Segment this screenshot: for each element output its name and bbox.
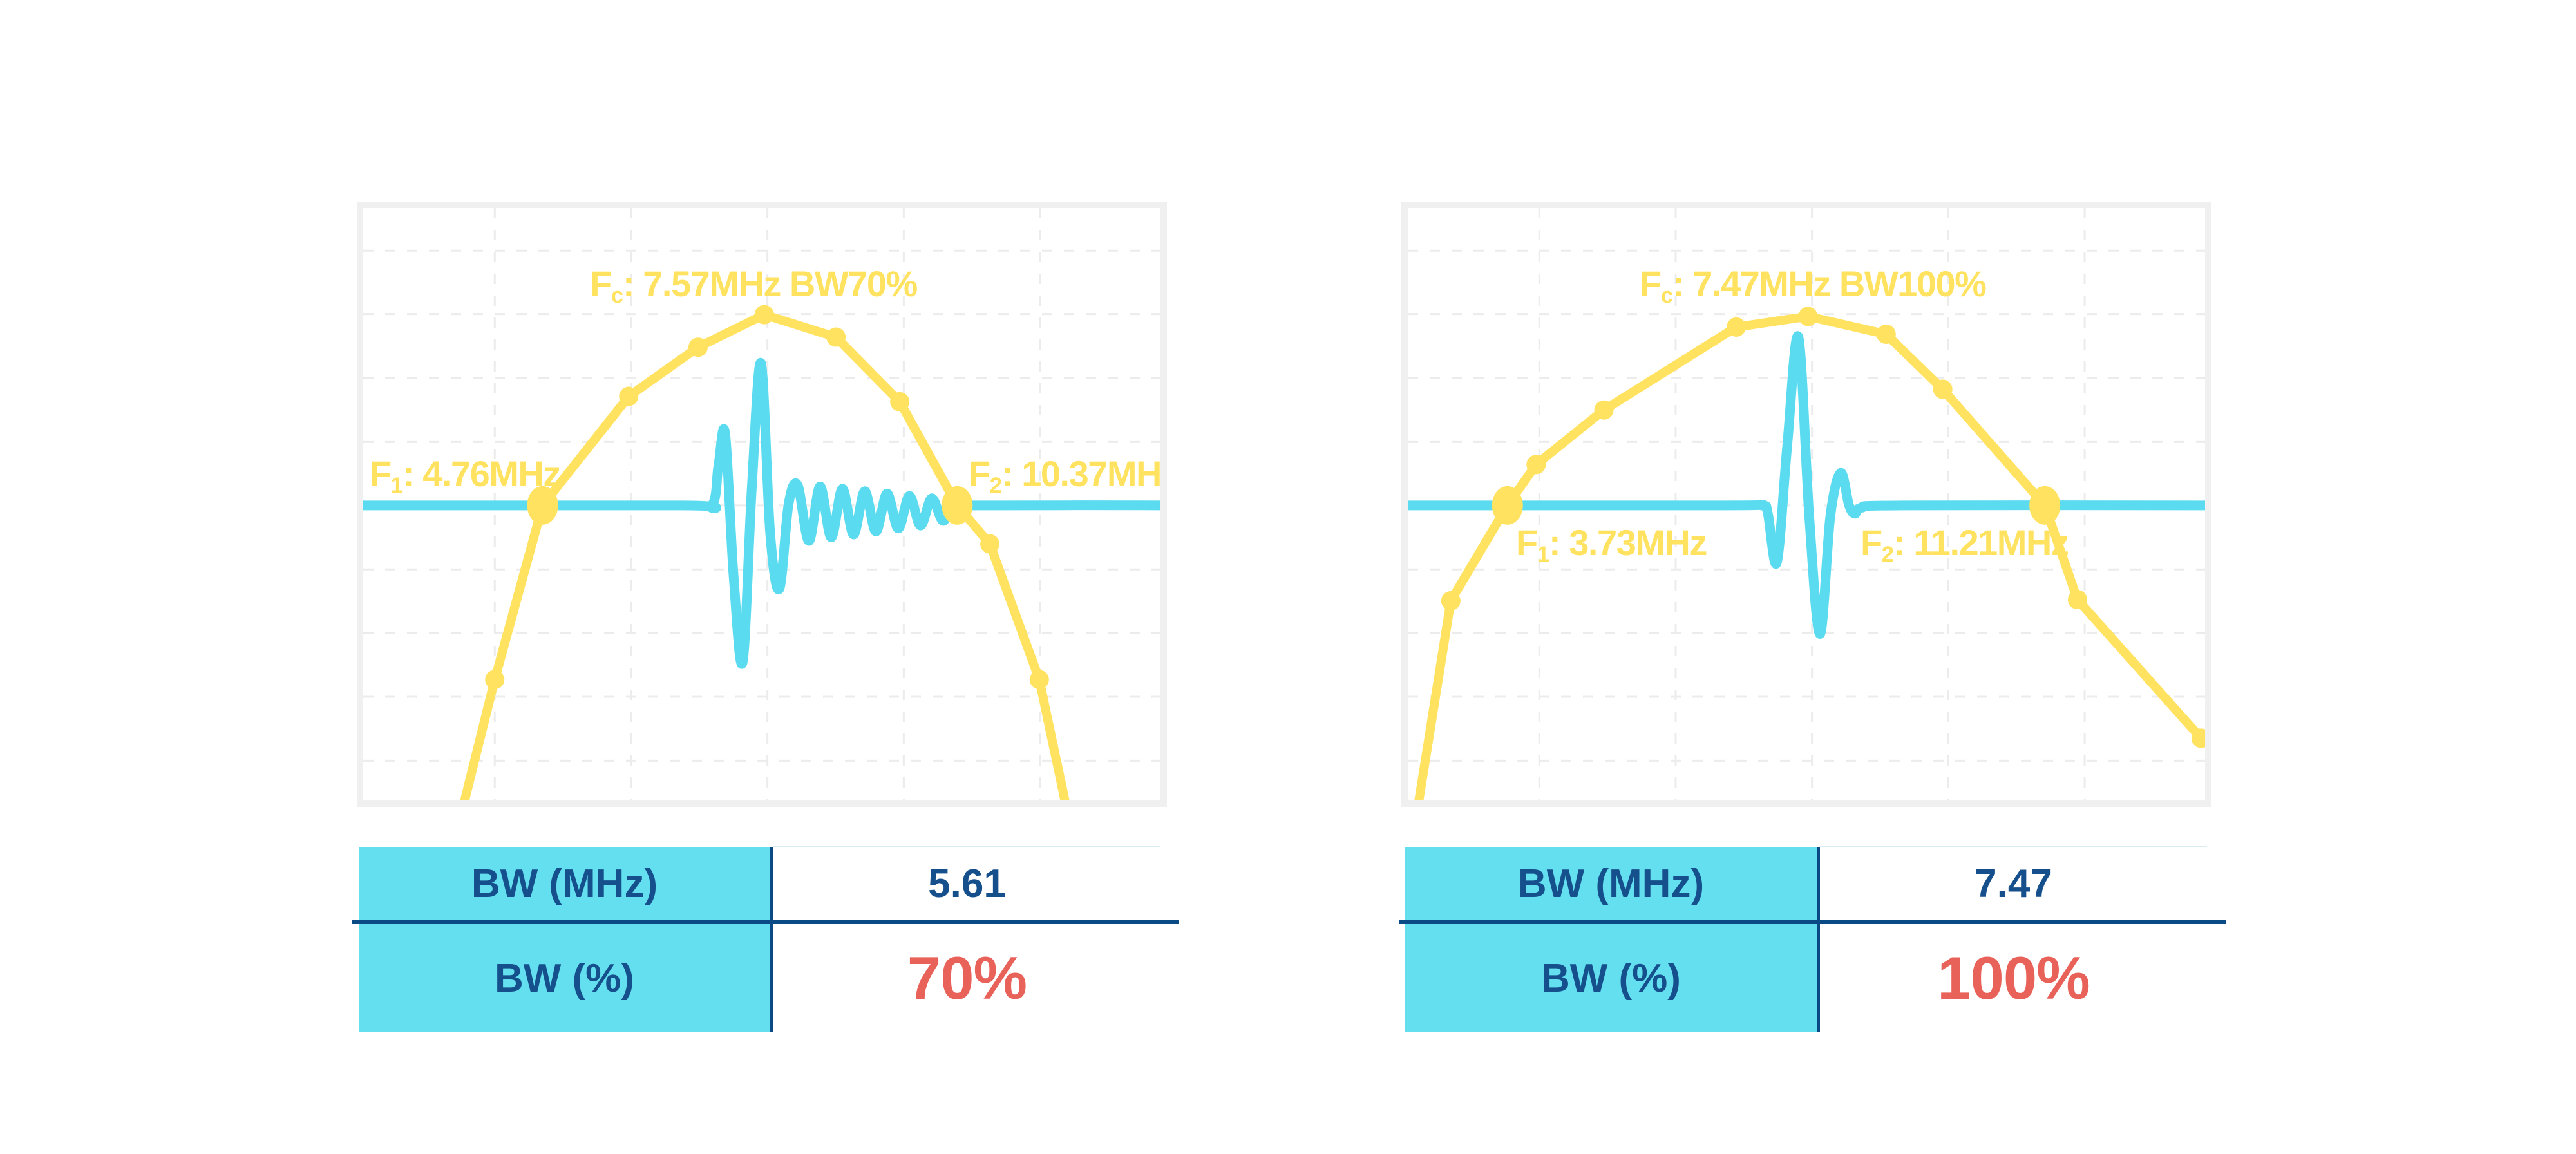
fc-label-subscript: c [611,283,623,308]
bw-pct-value-text: 100% [1937,944,2090,1012]
f2-annotation: F2: 10.37MHz [969,453,1167,498]
table-top-border [773,846,1160,847]
bw-pct-value: 70% [773,924,1160,1032]
panel-bw70: Fc: 7.57MHz BW70% F1: 4.76MHz F2: 10.37M… [0,0,1198,1154]
f2-label-prefix: F [1861,522,1882,563]
bw-mhz-label: BW (MHz) [359,847,770,920]
f1-annotation: F1: 4.76MHz [370,453,561,498]
table-label-column [1405,847,1817,1032]
bw-table-bw70: BW (MHz) 5.61 BW (%) 70% [352,846,1179,1032]
bw-mhz-value-text: 5.61 [928,861,1006,906]
bw-mhz-label-text: BW (MHz) [471,861,658,906]
spectrum-plot-bw100 [1408,208,2205,800]
bw-pct-label-text: BW (%) [1541,956,1681,1001]
f1-annotation: F1: 3.73MHz [1516,522,1707,567]
bw-pct-value: 100% [1820,924,2207,1032]
f1-label-subscript: 1 [390,473,403,498]
spectrum-chart-bw70: Fc: 7.57MHz BW70% F1: 4.76MHz F2: 10.37M… [357,202,1167,807]
bw-pct-label-text: BW (%) [495,956,634,1001]
fc-label-subscript: c [1660,283,1673,308]
bw-pct-label: BW (%) [1405,924,1817,1032]
spectrum-chart-bw100: Fc: 7.47MHz BW100% F1: 3.73MHz F2: 11.21… [1401,202,2211,807]
f1-label-value: : 3.73MHz [1549,522,1707,563]
table-row-divider [352,920,1179,924]
f1-label-prefix: F [1516,522,1538,563]
panel-bw100: Fc: 7.47MHz BW100% F1: 3.73MHz F2: 11.21… [1045,0,2242,1154]
f2-label-value: : 11.21MHz [1893,522,2069,563]
bw-pct-value-text: 70% [907,944,1027,1012]
f2-label-subscript: 2 [1881,542,1894,567]
bw-table-bw100: BW (MHz) 7.47 BW (%) 100% [1399,846,2226,1032]
f1-label-value: : 4.76MHz [402,453,561,494]
fc-label-value: : 7.47MHz BW100% [1672,263,1987,304]
table-vertical-divider [1817,847,1820,1032]
spectrum-plot-bw70 [363,208,1160,800]
table-label-column [359,847,770,1032]
f2-label-value: : 10.37MHz [1001,453,1167,494]
fc-annotation: Fc: 7.47MHz BW100% [1640,263,1987,308]
fc-annotation: Fc: 7.57MHz BW70% [590,263,918,308]
fc-label-prefix: F [1640,263,1662,304]
bw-pct-label: BW (%) [359,924,770,1032]
f2-label-subscript: 2 [989,473,1002,498]
bw-mhz-value-text: 7.47 [1975,861,2052,906]
bw-mhz-label: BW (MHz) [1405,847,1817,920]
bw-mhz-value: 5.61 [773,847,1160,920]
table-top-border [1820,846,2207,847]
table-row-divider [1399,920,2226,924]
f1-label-prefix: F [370,453,392,494]
bw-mhz-value: 7.47 [1820,847,2207,920]
fc-label-prefix: F [590,263,612,304]
fc-label-value: : 7.57MHz BW70% [623,263,918,304]
bw-mhz-label-text: BW (MHz) [1517,861,1705,906]
f1-label-subscript: 1 [1537,542,1549,567]
table-vertical-divider [770,847,773,1032]
f2-annotation: F2: 11.21MHz [1861,522,2069,567]
f2-label-prefix: F [969,453,990,494]
